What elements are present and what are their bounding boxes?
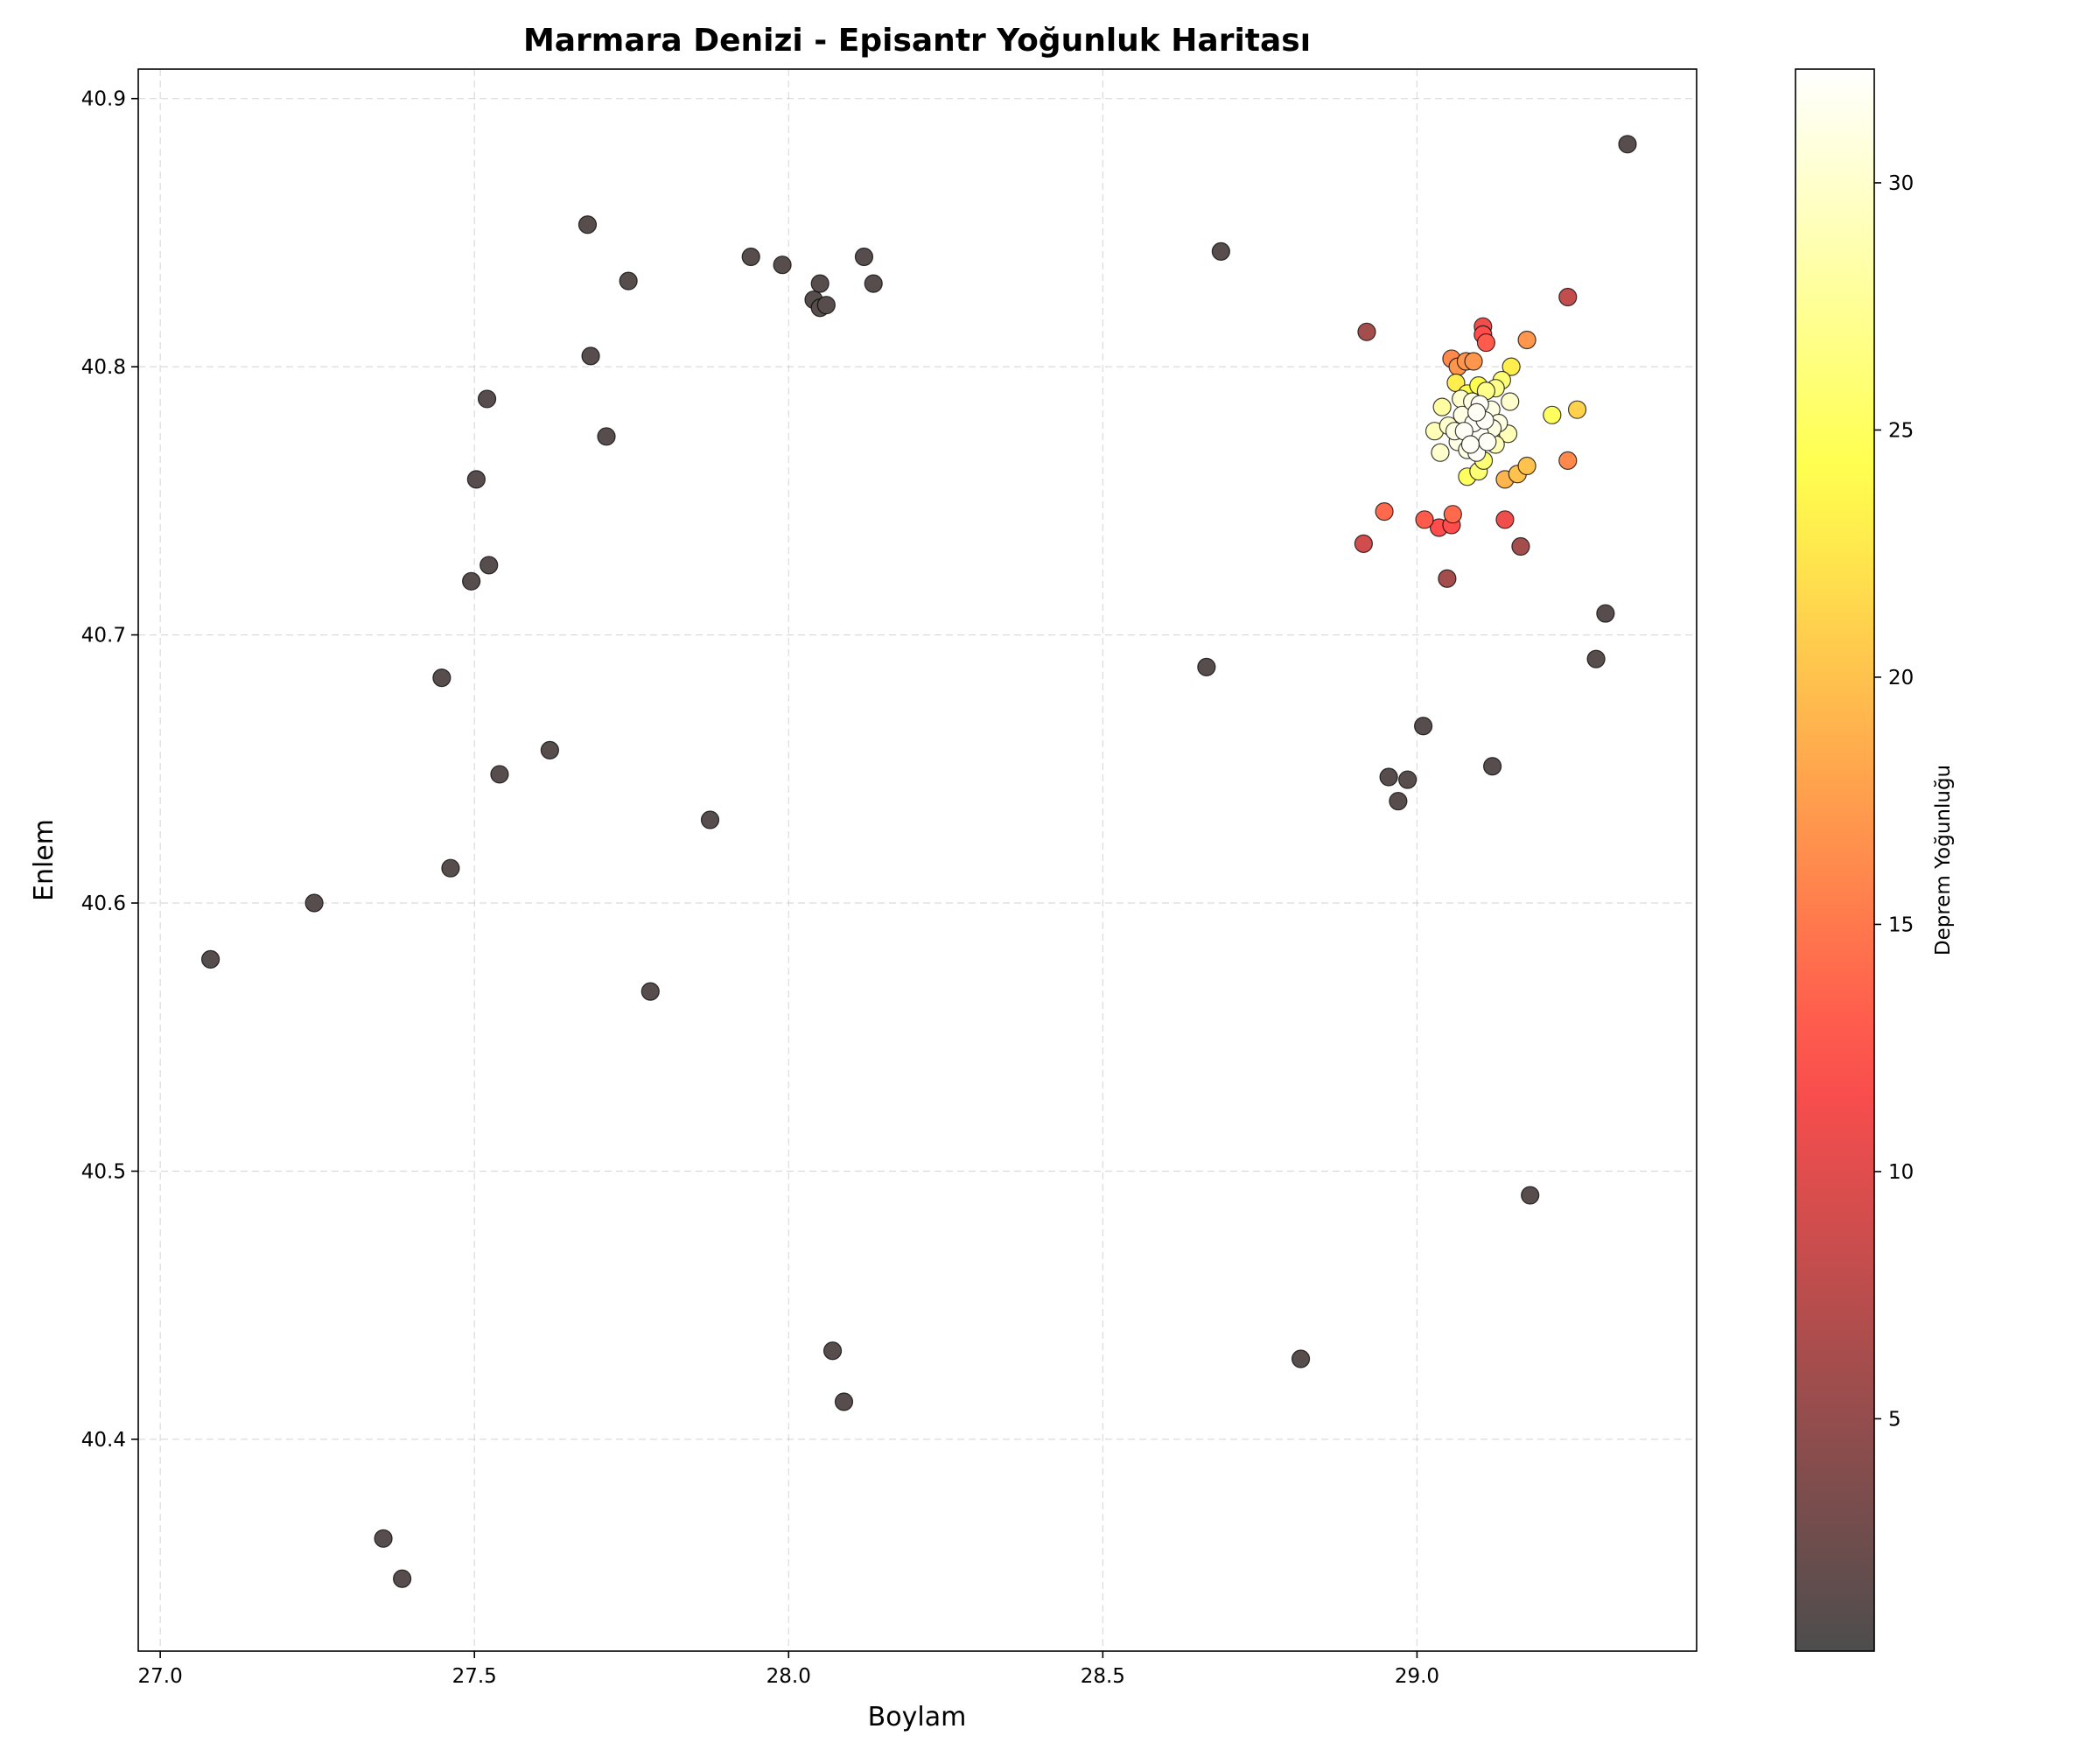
x-tick-label: 29.0 — [1395, 1665, 1439, 1688]
epicenter-point — [304, 893, 324, 913]
epicenter-point — [1501, 392, 1520, 411]
epicenter-point — [1415, 510, 1434, 529]
epicenter-point — [200, 949, 220, 969]
epicenter-point — [1357, 322, 1376, 341]
x-axis-label: Boylam — [868, 1702, 967, 1732]
epicenter-point — [581, 346, 600, 366]
epicenter-point — [1211, 242, 1230, 261]
epicenter-point — [1398, 770, 1418, 789]
y-tick-label: 40.7 — [81, 625, 126, 648]
epicenter-point — [1558, 287, 1578, 307]
y-tick-label: 40.5 — [81, 1160, 126, 1183]
epicenter-point — [480, 556, 499, 575]
epicenter-point — [1354, 534, 1373, 554]
epicenter-point — [441, 858, 460, 878]
epicenter-point — [540, 740, 559, 760]
plot-frame — [137, 68, 1698, 1652]
x-tick-label: 27.5 — [452, 1665, 497, 1688]
epicenter-point — [1543, 405, 1562, 424]
epicenter-point — [1596, 604, 1615, 623]
colorbar-tick-label: 10 — [1888, 1161, 1914, 1184]
epicenter-point — [466, 470, 486, 489]
epicenter-point — [834, 1392, 854, 1411]
x-tick-label: 27.0 — [138, 1665, 183, 1688]
epicenter-point — [393, 1569, 412, 1588]
epicenter-point — [1389, 791, 1408, 811]
epicenter-point — [816, 296, 836, 315]
epicenter-point — [1483, 757, 1502, 776]
epicenter-point — [1414, 717, 1433, 736]
epicenter-point — [810, 274, 830, 293]
grid-lines — [138, 69, 1697, 1651]
epicenter-point — [1291, 1349, 1311, 1368]
y-tick-label: 40.9 — [81, 88, 126, 111]
colorbar-gradient — [1796, 69, 1874, 1651]
epicenter-point — [864, 274, 883, 293]
y-tick-label: 40.8 — [81, 356, 126, 379]
colorbar-label: Deprem Yoğunluğu — [1932, 765, 1955, 956]
epicenter-point — [1431, 443, 1450, 462]
colorbar-tick-label: 30 — [1888, 172, 1914, 195]
y-tick-label: 40.6 — [81, 892, 126, 915]
x-axis: 27.0 27.5 28.0 28.5 29.0 — [138, 1651, 1439, 1688]
epicenter-point — [374, 1529, 393, 1548]
epicenter-point — [1478, 432, 1497, 452]
epicenter-point — [1460, 435, 1480, 454]
epicenter-point — [1432, 397, 1452, 416]
epicenter-point — [1467, 402, 1487, 422]
epicenter-point — [578, 215, 598, 234]
epicenter-point — [822, 1341, 843, 1361]
epicenter-point — [1517, 456, 1536, 476]
epicenter-point — [1586, 649, 1606, 668]
epicenter-point — [700, 810, 720, 830]
epicenter-point — [1464, 352, 1483, 371]
epicenter-point — [1511, 536, 1530, 556]
colorbar-ticks: 5 10 15 20 25 30 — [1874, 172, 1914, 1431]
epicenter-point — [1379, 767, 1398, 787]
y-axis-label: Enlem — [29, 819, 60, 901]
epicenter-point — [1521, 1186, 1540, 1205]
epicenter-point — [1476, 332, 1496, 353]
y-axis: 40.4 40.5 40.6 40.7 40.8 40.9 — [81, 88, 138, 1452]
epicenter-point — [854, 247, 874, 267]
epicenter-point — [1558, 451, 1578, 471]
epicenter-point — [1443, 505, 1462, 524]
data-points — [200, 135, 1637, 1588]
epicenter-point — [1495, 510, 1515, 529]
epicenter-point — [477, 389, 497, 409]
chart-title: Marmara Denizi - Episantr Yoğunluk Harit… — [523, 23, 1311, 59]
epicenter-point — [462, 571, 481, 591]
epicenter-point — [773, 256, 792, 275]
colorbar-tick-label: 20 — [1888, 667, 1914, 690]
x-tick-label: 28.0 — [766, 1665, 811, 1688]
x-tick-label: 28.5 — [1081, 1665, 1125, 1688]
colorbar-tick-label: 15 — [1888, 914, 1914, 936]
epicenter-point — [432, 668, 452, 688]
epicenter-point — [1438, 569, 1457, 588]
epicenter-point — [1517, 330, 1536, 350]
epicenter-point — [597, 427, 616, 446]
epicenter-point — [1618, 135, 1637, 154]
epicenter-point — [490, 765, 509, 784]
epicenter-point — [640, 982, 660, 1001]
colorbar-tick-label: 25 — [1888, 419, 1914, 442]
epicenter-point — [1375, 502, 1394, 522]
colorbar-frame — [1795, 68, 1875, 1652]
colorbar: 5 10 15 20 25 30 Deprem Yoğunluğu — [1795, 68, 1955, 1652]
epicenter-point — [1197, 657, 1216, 676]
epicenter-point — [619, 271, 638, 290]
colorbar-tick-label: 5 — [1888, 1408, 1901, 1431]
epicenter-point — [1567, 400, 1587, 419]
epicenter-point — [1502, 357, 1521, 376]
y-tick-label: 40.4 — [81, 1429, 126, 1452]
epicenter-point — [741, 247, 760, 267]
